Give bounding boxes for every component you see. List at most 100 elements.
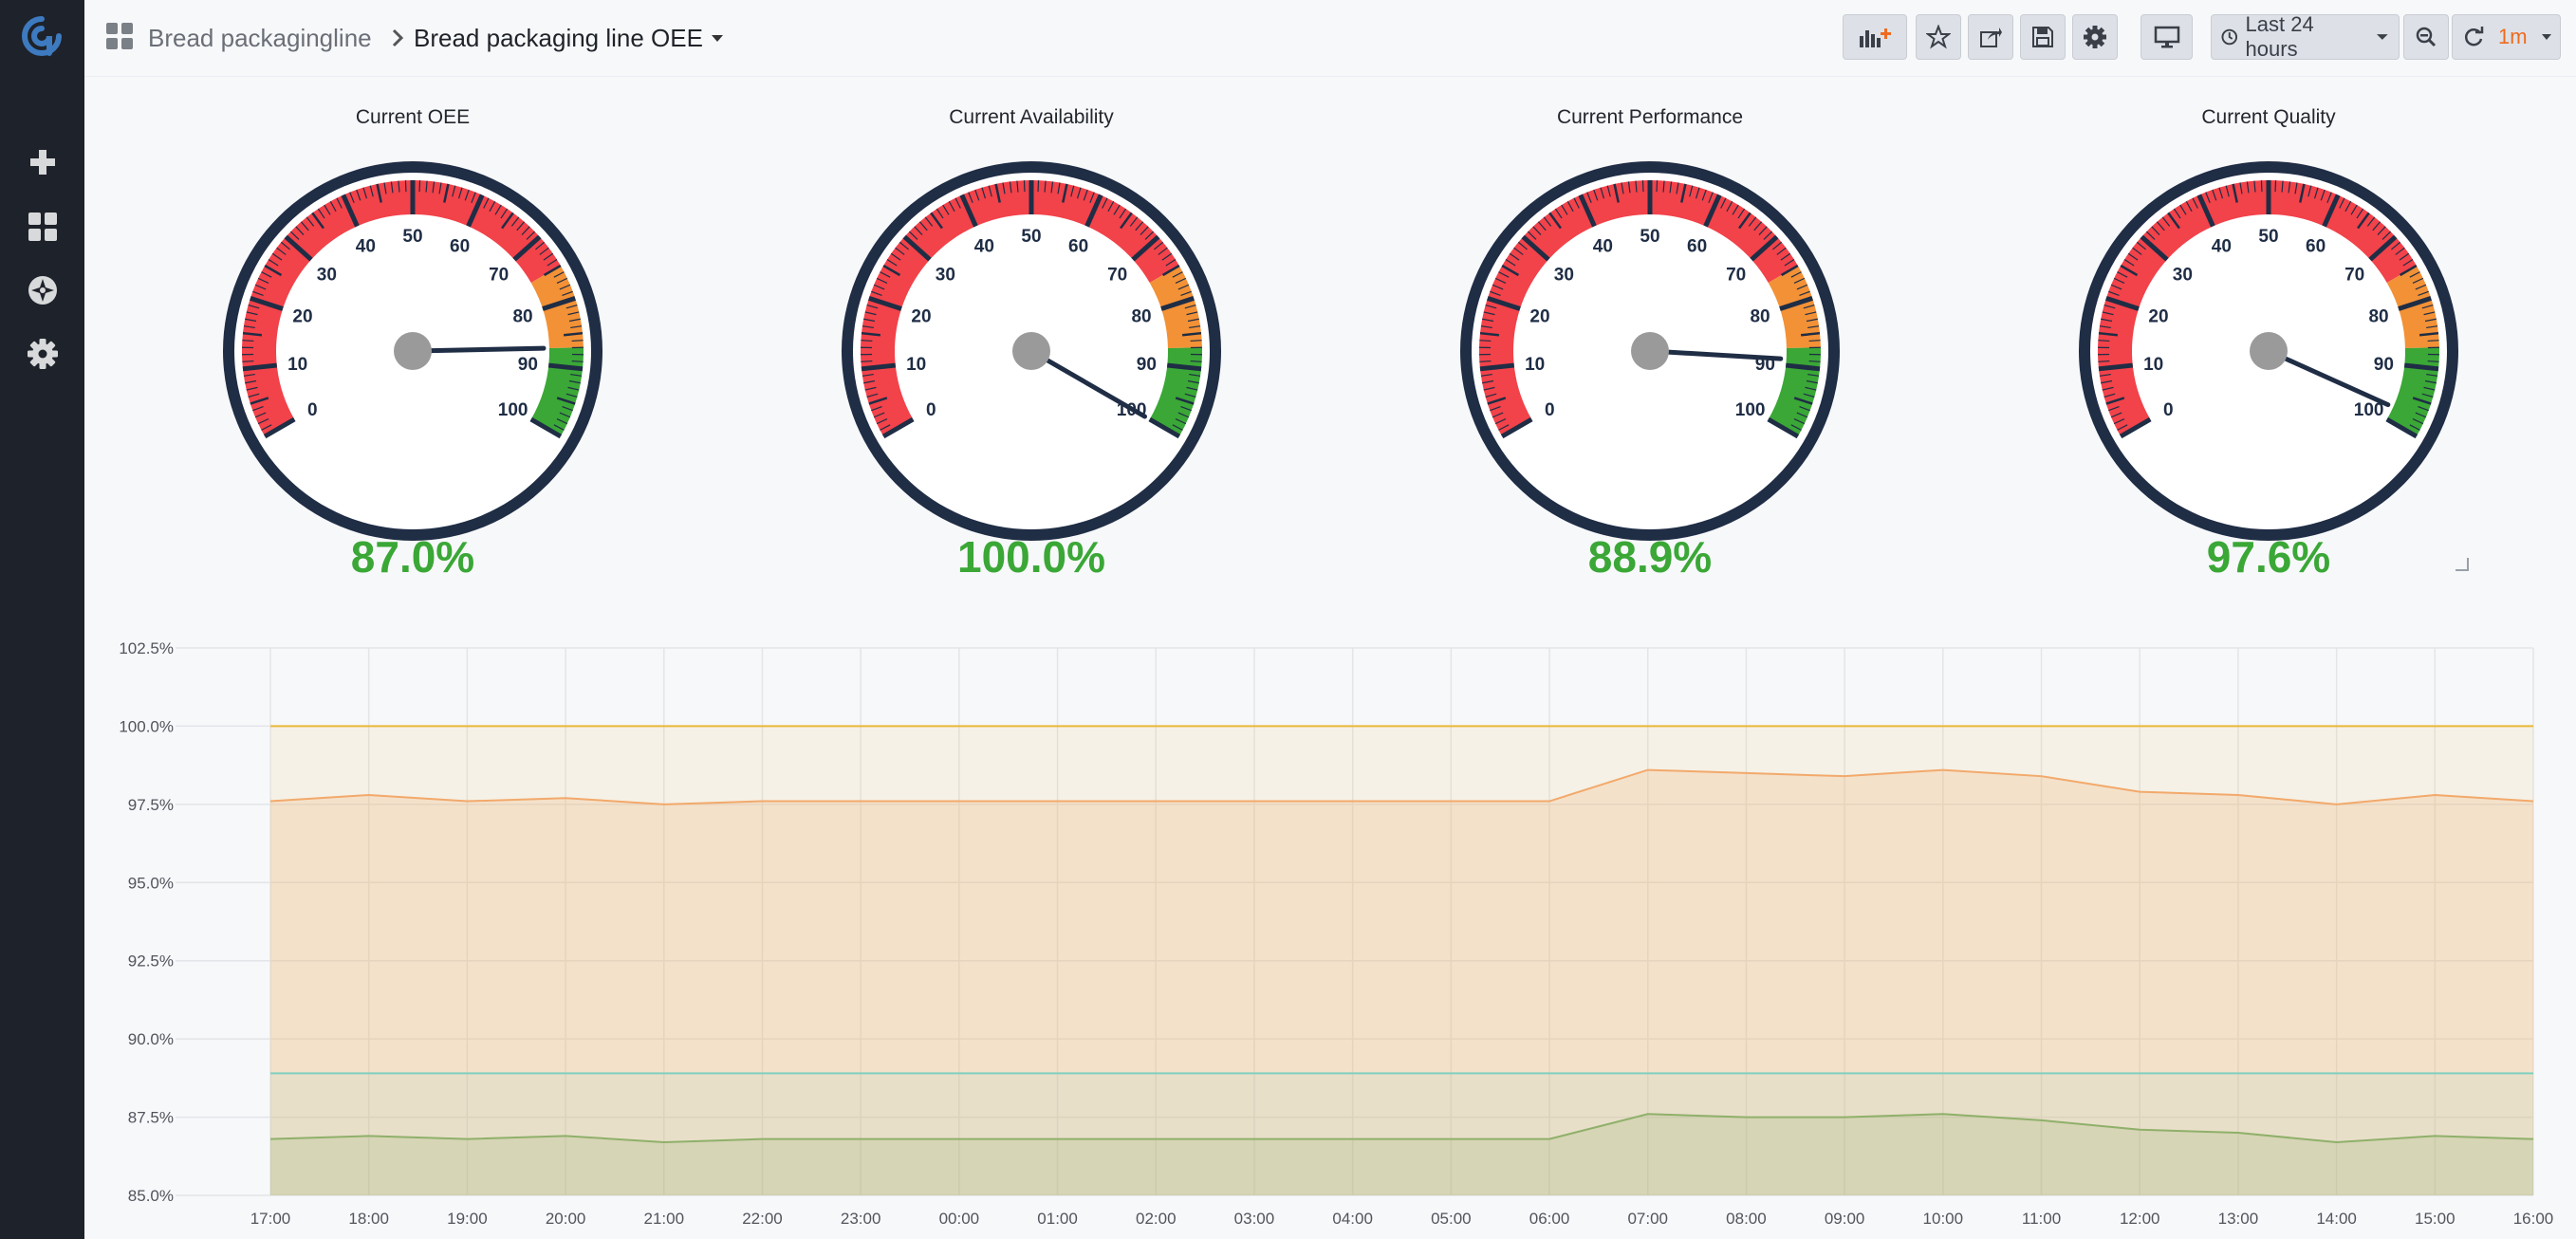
refresh-interval-label[interactable]: 1m bbox=[2498, 25, 2528, 48]
gauge-minor-tick bbox=[2427, 360, 2439, 362]
gauge-minor-tick bbox=[252, 290, 264, 297]
gauge-minor-tick bbox=[1180, 290, 1192, 297]
time-range-picker[interactable]: Last 24 hours bbox=[2211, 12, 2400, 61]
gauge-minor-tick bbox=[1113, 204, 1121, 215]
star-button[interactable] bbox=[1916, 14, 1961, 60]
gauge-minor-tick bbox=[317, 208, 325, 219]
gauge-minor-tick bbox=[1062, 183, 1068, 203]
save-button[interactable] bbox=[2020, 14, 2066, 60]
gauge-minor-tick bbox=[2294, 182, 2298, 194]
gauge-minor-tick bbox=[974, 189, 980, 201]
gauge-minor-tick bbox=[861, 340, 873, 342]
gauge-major-tick bbox=[466, 194, 485, 228]
gauge-major-tick bbox=[2398, 295, 2432, 311]
gauge-minor-tick bbox=[2357, 212, 2370, 230]
gauge-minor-tick bbox=[1573, 197, 1580, 209]
zoom-out-button[interactable] bbox=[2403, 14, 2449, 60]
plus-icon[interactable] bbox=[27, 146, 59, 178]
series-area-fill bbox=[270, 726, 2533, 1195]
gauge-minor-tick bbox=[501, 212, 514, 230]
gauge-minor-tick bbox=[1135, 221, 1144, 231]
save-icon bbox=[2032, 27, 2053, 47]
gauge-minor-tick bbox=[571, 340, 584, 342]
gauge-tick-label: 60 bbox=[1068, 237, 1088, 257]
gauge-minor-tick bbox=[2426, 373, 2438, 377]
gauge-minor-tick bbox=[2339, 197, 2345, 209]
caret-down-icon[interactable] bbox=[711, 34, 724, 44]
gauge-minor-tick bbox=[2132, 247, 2142, 255]
gauge-minor-tick bbox=[1701, 189, 1707, 201]
add-panel-button[interactable] bbox=[1843, 14, 1907, 60]
gauge-major-tick bbox=[1767, 416, 1800, 439]
gauge-panel-availability: Current Availability 0 10 20 30 40 50 60 70 80 90… bbox=[785, 95, 1278, 582]
gauge-minor-tick bbox=[1479, 340, 1492, 342]
gauge-needle-hub bbox=[394, 332, 432, 370]
gear-settings-icon[interactable] bbox=[27, 338, 59, 370]
gauge-minor-tick bbox=[276, 247, 287, 255]
gauge-minor-tick bbox=[1784, 259, 1795, 267]
gauge-major-tick bbox=[242, 362, 278, 372]
gauge-minor-tick bbox=[1561, 204, 1568, 215]
gauge-minor-tick bbox=[2399, 252, 2410, 261]
gauge-minor-tick bbox=[1485, 393, 1497, 398]
dashboards-grid-icon[interactable] bbox=[27, 211, 59, 243]
gauge-minor-tick bbox=[954, 197, 961, 209]
time-range-label: Last 24 hours bbox=[2245, 12, 2314, 61]
compass-explore-icon[interactable] bbox=[27, 274, 59, 306]
gauge-minor-tick bbox=[1023, 180, 1026, 193]
series-area-fill bbox=[270, 769, 2533, 1195]
gauge-tick-label: 80 bbox=[512, 306, 532, 326]
x-tick-label: 14:00 bbox=[2316, 1210, 2357, 1228]
gauge-minor-tick bbox=[871, 290, 882, 297]
refresh-button[interactable]: 1m bbox=[2452, 14, 2561, 60]
grafana-logo-icon[interactable] bbox=[19, 13, 65, 59]
gauge-minor-tick bbox=[876, 417, 888, 425]
gauge-minor-tick bbox=[862, 373, 874, 377]
gauge-minor-tick bbox=[254, 412, 267, 418]
gauge-minor-tick bbox=[1089, 192, 1095, 204]
gauge-minor-tick bbox=[2102, 386, 2114, 391]
gauge-minor-tick bbox=[1158, 247, 1168, 255]
gauge-minor-tick bbox=[1187, 379, 1199, 384]
gauge-minor-tick bbox=[425, 180, 428, 193]
panel-title[interactable]: Current Performance bbox=[1556, 106, 1744, 128]
gauge-major-tick bbox=[512, 234, 542, 262]
gauge-minor-tick bbox=[1107, 200, 1115, 213]
panel-resize-handle[interactable] bbox=[2456, 558, 2469, 571]
gauge-tick-label: 40 bbox=[974, 237, 994, 257]
gauge-minor-tick bbox=[1492, 412, 1504, 418]
gauge-minor-tick bbox=[1621, 182, 1624, 194]
panel-title[interactable]: Current Availability bbox=[949, 106, 1114, 128]
gauge-major-tick bbox=[547, 362, 584, 372]
gauge-minor-tick bbox=[248, 393, 260, 398]
gauge-major-tick bbox=[529, 416, 563, 439]
x-tick-label: 12:00 bbox=[2120, 1210, 2160, 1228]
gauge-minor-tick bbox=[1793, 277, 1806, 285]
gauge-tick-label: 30 bbox=[317, 265, 337, 285]
gauge-panel-quality: Current Quality 0 10 20 30 40 50 60 70 80 90 100 9… bbox=[2022, 95, 2515, 582]
gauge-minor-tick bbox=[1184, 305, 1196, 309]
x-tick-label: 07:00 bbox=[1627, 1210, 1668, 1228]
gauge-major-tick bbox=[2385, 416, 2418, 439]
gauge-minor-tick bbox=[1753, 221, 1763, 231]
gauge-minor-tick bbox=[2145, 231, 2156, 240]
gauge-minor-tick bbox=[2173, 208, 2181, 219]
tv-mode-button[interactable] bbox=[2140, 14, 2193, 60]
dashboard-title[interactable]: Bread packaging line OEE bbox=[414, 24, 703, 52]
gauge-minor-tick bbox=[1187, 318, 1199, 323]
gauge-tick-label: 10 bbox=[1525, 355, 1545, 375]
gauge-minor-tick bbox=[300, 221, 309, 231]
gauge-minor-tick bbox=[1494, 277, 1507, 285]
gauge-major-tick bbox=[2105, 295, 2140, 311]
share-button[interactable] bbox=[1968, 14, 2013, 60]
gauge-threshold-band bbox=[861, 180, 1179, 436]
breadcrumb-folder[interactable]: Bread packagingline bbox=[148, 24, 372, 52]
panel-title[interactable]: Current Quality bbox=[2201, 106, 2336, 128]
gauge-minor-tick bbox=[1708, 192, 1714, 204]
gauge-minor-tick bbox=[1002, 182, 1006, 194]
settings-button[interactable] bbox=[2072, 14, 2118, 60]
gauge-minor-tick bbox=[1627, 181, 1631, 194]
panel-title[interactable]: Current OEE bbox=[355, 106, 471, 128]
gauge-tick-label: 100 bbox=[1735, 400, 1766, 420]
gauge-minor-tick bbox=[398, 180, 400, 193]
